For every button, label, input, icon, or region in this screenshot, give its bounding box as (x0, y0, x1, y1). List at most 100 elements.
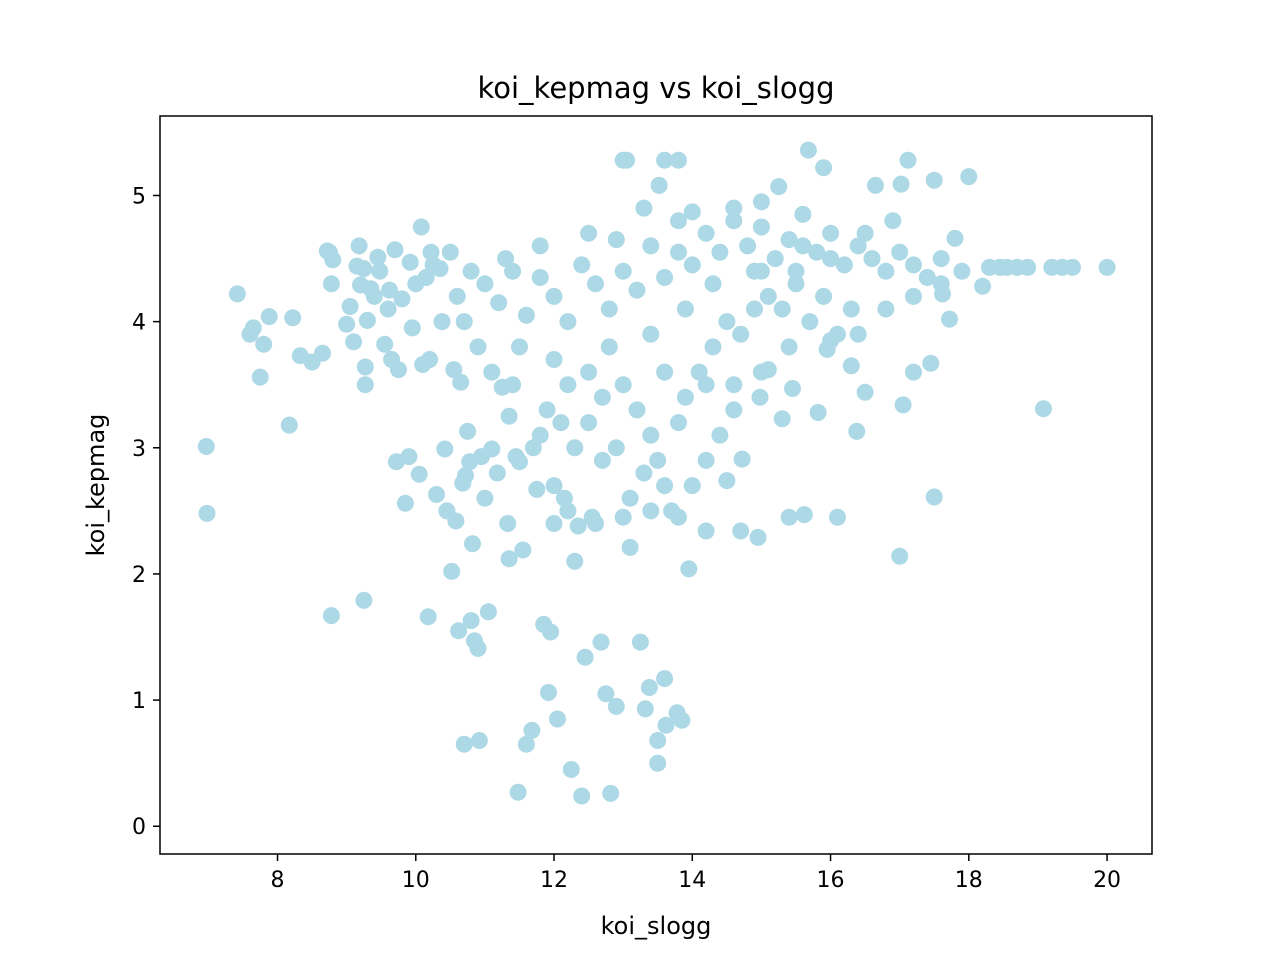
data-point (732, 325, 750, 343)
data-point (683, 256, 701, 274)
data-point (711, 243, 729, 261)
data-point (260, 308, 278, 326)
data-point (350, 237, 368, 255)
data-point (822, 224, 840, 242)
data-point (538, 401, 556, 419)
data-point (452, 373, 470, 391)
data-point (773, 410, 791, 428)
chart-title: koi_kepmag vs koi_slogg (478, 71, 835, 105)
data-point (455, 735, 473, 753)
data-point (815, 287, 833, 305)
data-point (892, 175, 910, 193)
data-point (649, 732, 667, 749)
data-point (540, 684, 557, 701)
data-point (314, 344, 331, 362)
y-tick-label: 1 (132, 689, 146, 714)
data-point (198, 504, 216, 522)
data-point (801, 313, 819, 331)
data-point (531, 426, 549, 444)
data-point (490, 294, 508, 312)
data-point (628, 401, 646, 419)
data-point (445, 361, 463, 379)
data-point (725, 401, 743, 419)
data-point (787, 275, 805, 293)
data-point (600, 300, 618, 318)
data-point (960, 168, 978, 186)
data-point (794, 205, 812, 223)
data-point (925, 171, 943, 189)
data-point (390, 361, 407, 379)
data-point (441, 243, 459, 261)
data-point (884, 212, 902, 230)
data-point (746, 300, 763, 318)
data-point (251, 368, 269, 386)
data-point (517, 735, 535, 753)
data-point (607, 231, 625, 249)
data-point (607, 697, 625, 715)
data-point (358, 311, 376, 329)
data-point (905, 363, 922, 381)
data-point (255, 335, 273, 353)
data-point (476, 275, 494, 293)
data-point (531, 269, 549, 286)
data-point (576, 648, 594, 666)
data-point (443, 562, 461, 580)
data-point (704, 338, 722, 356)
data-point (580, 224, 598, 242)
data-point (244, 319, 262, 337)
data-point (618, 151, 636, 169)
data-point (697, 376, 715, 394)
data-point (593, 388, 611, 406)
data-point (614, 376, 632, 394)
data-point (649, 754, 667, 772)
data-point (386, 241, 404, 259)
data-point (787, 262, 805, 280)
x-tick-label: 16 (817, 868, 845, 893)
data-point (725, 376, 743, 394)
data-point (356, 376, 374, 394)
data-point (656, 269, 674, 286)
data-point (587, 515, 604, 532)
data-point (739, 237, 757, 255)
data-point (718, 313, 736, 331)
x-tick-label: 12 (540, 868, 568, 893)
data-point (752, 218, 770, 236)
data-point (815, 159, 833, 177)
data-point (517, 306, 535, 324)
data-point (593, 451, 611, 469)
data-point (410, 465, 428, 483)
data-point (559, 376, 577, 394)
x-tick-label: 18 (955, 868, 983, 893)
data-point (469, 639, 487, 657)
data-point (628, 281, 646, 299)
data-point (877, 300, 895, 318)
y-tick-label: 5 (132, 184, 146, 209)
data-point (504, 376, 522, 394)
data-point (941, 310, 958, 328)
data-point (514, 541, 532, 559)
data-point (642, 237, 660, 255)
data-point (656, 477, 674, 495)
data-point (381, 281, 398, 299)
data-point (428, 486, 445, 503)
data-point (657, 716, 675, 734)
data-point (733, 450, 751, 468)
data-point (842, 300, 860, 318)
data-point (670, 151, 687, 169)
data-point (497, 250, 515, 268)
data-point (922, 354, 940, 372)
data-point (925, 488, 943, 506)
data-point (450, 622, 468, 640)
data-point (462, 262, 480, 280)
data-point (469, 338, 487, 356)
x-tick-label: 8 (271, 868, 285, 893)
data-point (822, 250, 840, 268)
data-point (552, 414, 570, 432)
data-point (476, 489, 494, 507)
data-point (284, 309, 302, 327)
data-point (322, 275, 340, 293)
x-tick-label: 14 (678, 868, 706, 893)
y-tick-label: 3 (132, 437, 146, 462)
data-point (1098, 258, 1116, 276)
data-point (542, 623, 560, 641)
